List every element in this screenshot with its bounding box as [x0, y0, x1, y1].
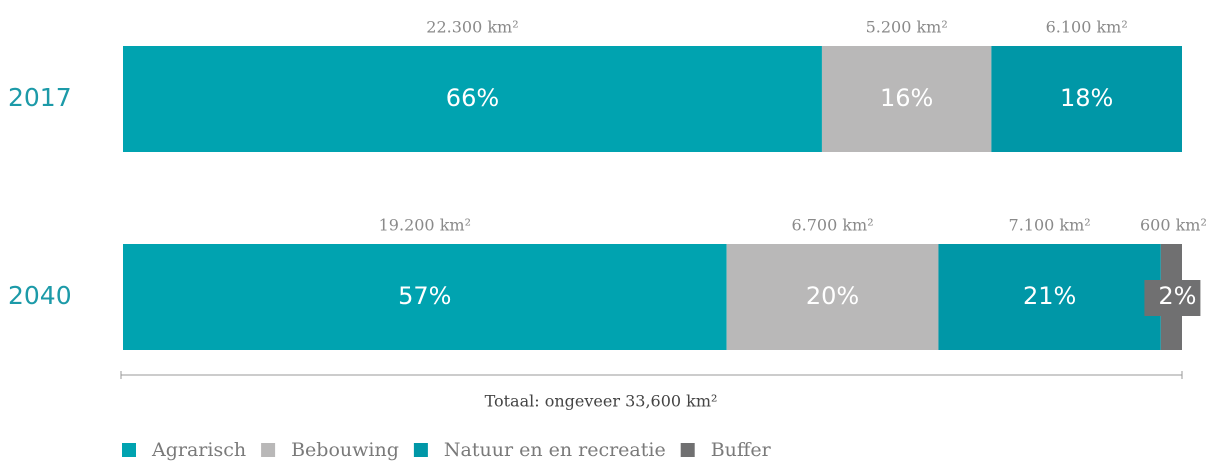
- area-label: 22.300 km²: [426, 18, 518, 37]
- bar-segment: [123, 244, 727, 350]
- legend-label: Natuur en en recreatie: [444, 439, 666, 461]
- bar-segment: [123, 46, 822, 152]
- area-label: 19.200 km²: [379, 216, 471, 235]
- label-background: [1144, 280, 1201, 316]
- total-annotation: Totaal: ongeveer 33,600 km²: [485, 392, 718, 411]
- legend-swatch: [261, 443, 276, 457]
- legend-swatch: [680, 443, 695, 457]
- area-label: 6.700 km²: [791, 216, 873, 235]
- value-label: 66%: [446, 84, 499, 112]
- legend-label: Bebouwing: [291, 439, 399, 461]
- value-label: 16%: [880, 84, 933, 112]
- value-label: 20%: [806, 282, 859, 310]
- value-label: 21%: [1023, 282, 1076, 310]
- bar-segment: [726, 244, 939, 350]
- value-label: 18%: [1060, 84, 1113, 112]
- legend-label: Agrarisch: [151, 439, 246, 461]
- legend-swatch: [122, 443, 136, 457]
- legend-swatch: [413, 443, 428, 457]
- bar-segment: [821, 46, 992, 152]
- legend-label: Buffer: [711, 439, 772, 461]
- category-label: 2040: [8, 281, 72, 310]
- value-label: 57%: [398, 282, 451, 310]
- category-label: 2017: [8, 83, 72, 112]
- area-label: 7.100 km²: [1009, 216, 1091, 235]
- area-label: 5.200 km²: [866, 18, 948, 37]
- area-label: 6.100 km²: [1046, 18, 1128, 37]
- area-label: 600 km²: [1140, 216, 1207, 235]
- bar-segment: [991, 46, 1182, 152]
- value-label: 2%: [1158, 282, 1196, 310]
- bar-segment: [938, 244, 1161, 350]
